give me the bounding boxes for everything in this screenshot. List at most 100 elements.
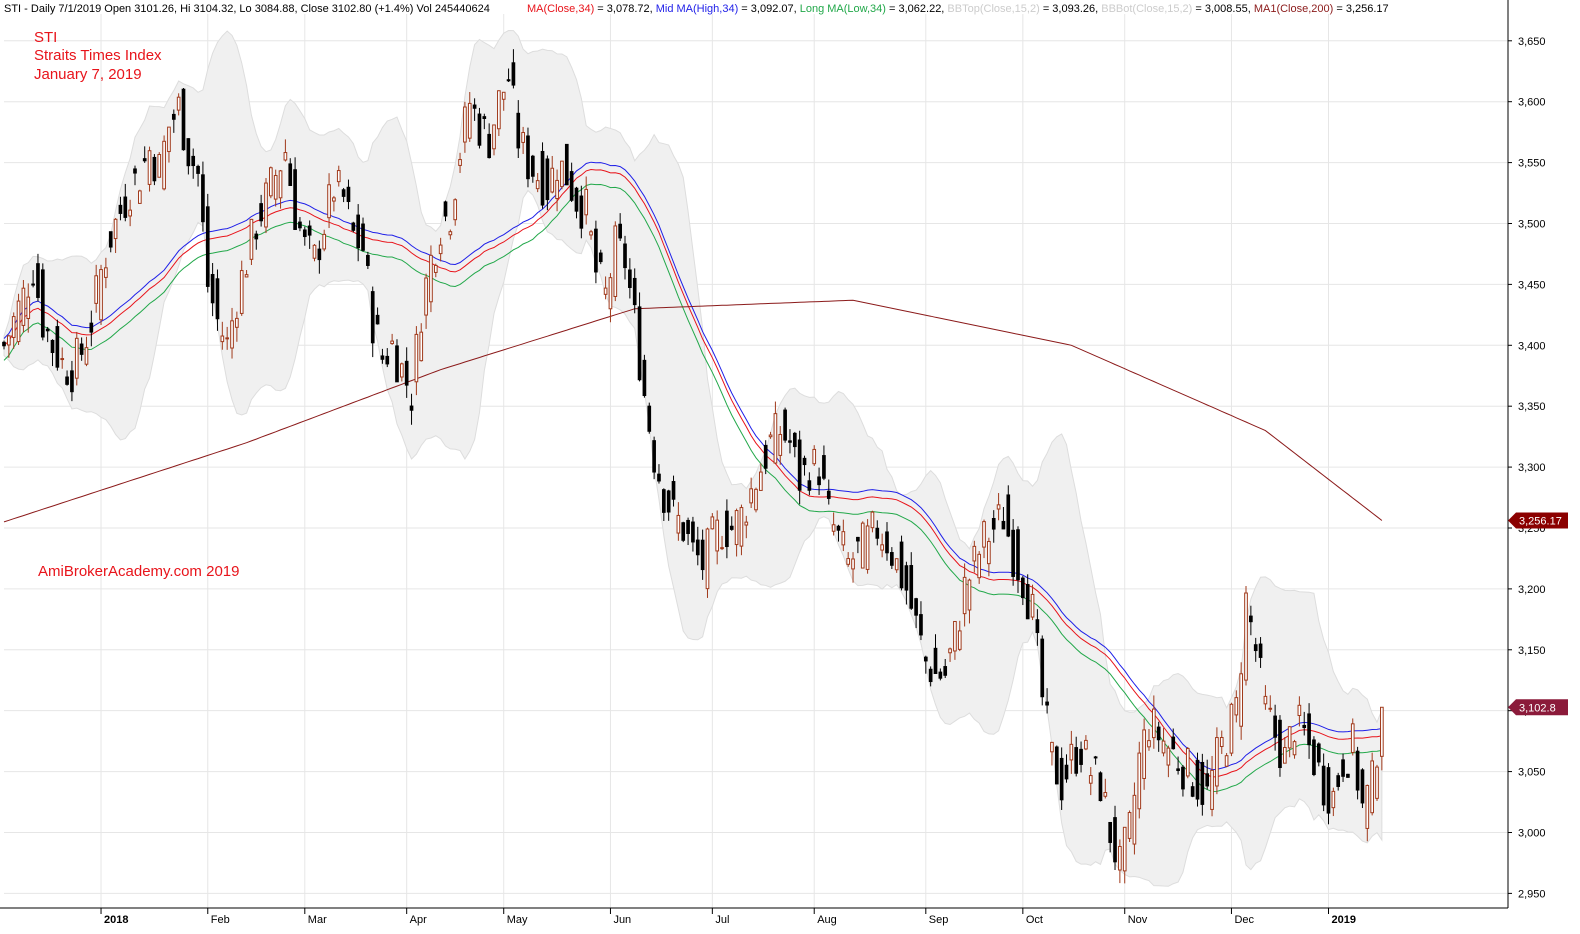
candle-body (443, 201, 448, 217)
candle-body (768, 434, 773, 438)
candle-body (1161, 740, 1166, 754)
candle-body (560, 160, 564, 188)
candle-body (511, 62, 516, 86)
candle-body (1355, 750, 1360, 791)
candle-body (715, 519, 720, 552)
indicator-label: BBBot(Close,15,2) (1098, 3, 1192, 15)
y-tick-label: 3,300 (1518, 462, 1546, 474)
candle-body (676, 514, 681, 534)
candle-body (162, 140, 166, 190)
candle-body (1375, 766, 1379, 799)
candle-body (1132, 794, 1137, 845)
candle-body (1045, 701, 1049, 706)
candle-body (205, 206, 210, 287)
candle-body (225, 337, 230, 340)
x-tick-label: Oct (1026, 914, 1043, 926)
ma200-line (3, 299, 1383, 523)
candle-body (1035, 619, 1040, 634)
y-tick-label: 3,650 (1518, 36, 1546, 48)
candle-body (875, 527, 880, 539)
candle-body (264, 182, 268, 228)
mid-ma-high-line (3, 161, 1382, 771)
candle-body (288, 163, 293, 186)
candle-body (361, 223, 365, 251)
candle-body (807, 480, 812, 491)
candle-body (530, 155, 535, 177)
candle-body (16, 300, 21, 343)
candle-body (749, 488, 753, 504)
bollinger-band-layer (3, 30, 1383, 887)
candle-body (773, 413, 778, 464)
chart-annotation-symbol: STI (34, 29, 57, 46)
candle-body (1219, 737, 1224, 748)
candle-body (856, 536, 860, 542)
candle-body (196, 165, 200, 174)
candle-body (1151, 708, 1156, 739)
candle-body (569, 171, 574, 201)
candle-body (506, 79, 511, 82)
candle-body (351, 222, 356, 231)
price-tag-layer: 3,256.17 3,102.8 (1508, 512, 1568, 716)
candle-body (647, 405, 652, 432)
candle-body (341, 189, 346, 197)
x-tick-label: Dec (1234, 914, 1254, 926)
candle-body (933, 647, 938, 674)
candle-body (526, 135, 530, 180)
candle-body (497, 90, 501, 130)
candle-body (885, 531, 889, 554)
candle-body (36, 263, 40, 298)
candle-body (744, 521, 749, 526)
candle-body (977, 553, 982, 579)
candle-body (220, 335, 225, 343)
candle-body (1350, 723, 1355, 753)
candle-body (230, 320, 234, 349)
candle-body (1307, 713, 1311, 746)
candle-body (831, 524, 836, 532)
candle-body (880, 544, 884, 551)
candle-body (661, 489, 666, 513)
indicator-label: Mid MA(High,34) (653, 3, 739, 15)
candle-body (477, 113, 482, 146)
candle-body (1030, 593, 1035, 618)
candle-body (686, 519, 690, 534)
candle-body (919, 614, 923, 636)
candle-body (545, 158, 550, 201)
indicator-label: MA1(Close,200) (1251, 3, 1334, 15)
candle-body (574, 187, 579, 212)
candle-body (467, 102, 472, 139)
candle-body (283, 152, 288, 161)
candle-body (293, 169, 297, 230)
candle-body (1312, 739, 1316, 776)
price-tag (1508, 699, 1568, 716)
candle-body (1166, 747, 1171, 766)
candle-body (812, 448, 817, 465)
candle-body (1205, 773, 1210, 787)
candle-body (535, 180, 540, 190)
candle-body (11, 316, 16, 338)
candle-body (409, 405, 414, 411)
candle-body (138, 190, 142, 204)
candle-body (700, 539, 705, 571)
candle-body (1088, 775, 1093, 784)
candle-body (1016, 529, 1020, 581)
x-tick-label: Aug (817, 914, 837, 926)
candle-body (890, 552, 894, 566)
candle-body (99, 269, 103, 321)
indicator-value: = 3,062.22, (886, 3, 944, 15)
candle-body (380, 355, 385, 360)
candle-body (404, 360, 409, 386)
candle-body (419, 331, 424, 362)
candle-body (492, 124, 496, 150)
candle-body (720, 547, 724, 550)
candle-body (128, 209, 132, 217)
price-tag-label: 3,256.17 (1519, 515, 1562, 527)
candle-body (967, 579, 972, 611)
candle-body (1297, 704, 1302, 716)
candle-body (996, 504, 1001, 510)
candle-body (666, 490, 671, 513)
candle-body (923, 656, 928, 662)
candle-body (734, 510, 739, 546)
candle-body (1215, 737, 1219, 787)
y-tick-label: 3,000 (1518, 827, 1546, 839)
